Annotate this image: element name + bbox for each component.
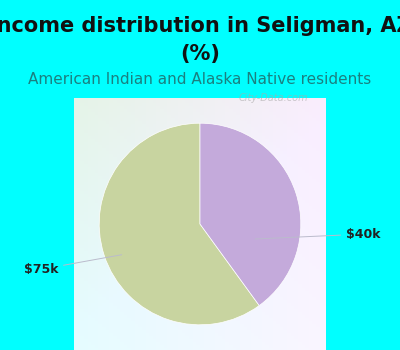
Text: City-Data.com: City-Data.com <box>238 93 308 103</box>
Wedge shape <box>200 123 301 306</box>
Text: Income distribution in Seligman, AZ: Income distribution in Seligman, AZ <box>0 16 400 36</box>
Text: (%): (%) <box>180 44 220 64</box>
Wedge shape <box>99 123 259 325</box>
Text: $75k: $75k <box>24 255 122 276</box>
Text: American Indian and Alaska Native residents: American Indian and Alaska Native reside… <box>28 72 372 87</box>
Text: $40k: $40k <box>255 228 381 240</box>
